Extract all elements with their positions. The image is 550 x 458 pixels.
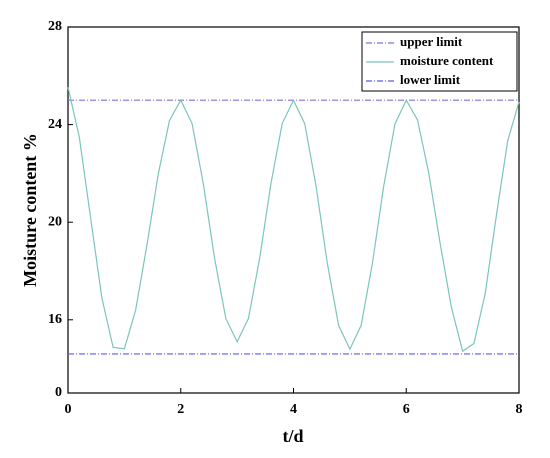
y-tick-label: 24 [48,117,62,132]
legend-label: upper limit [400,34,463,49]
y-tick-label: 28 [48,19,62,34]
y-tick-label: 20 [48,214,62,229]
legend-label: moisture content [400,53,494,68]
x-tick-label: 0 [65,402,72,417]
legend-label: lower limit [400,72,461,87]
y-tick-label: 16 [48,312,62,327]
x-tick-label: 4 [290,402,297,417]
series-line [67,87,520,353]
y-tick-label: 0 [55,385,62,400]
x-tick-label: 6 [403,402,410,417]
y-axis-title: Moisture content % [20,133,40,287]
x-tick-label: 2 [177,402,184,417]
x-tick-label: 8 [516,402,523,417]
x-axis-title: t/d [282,426,303,446]
